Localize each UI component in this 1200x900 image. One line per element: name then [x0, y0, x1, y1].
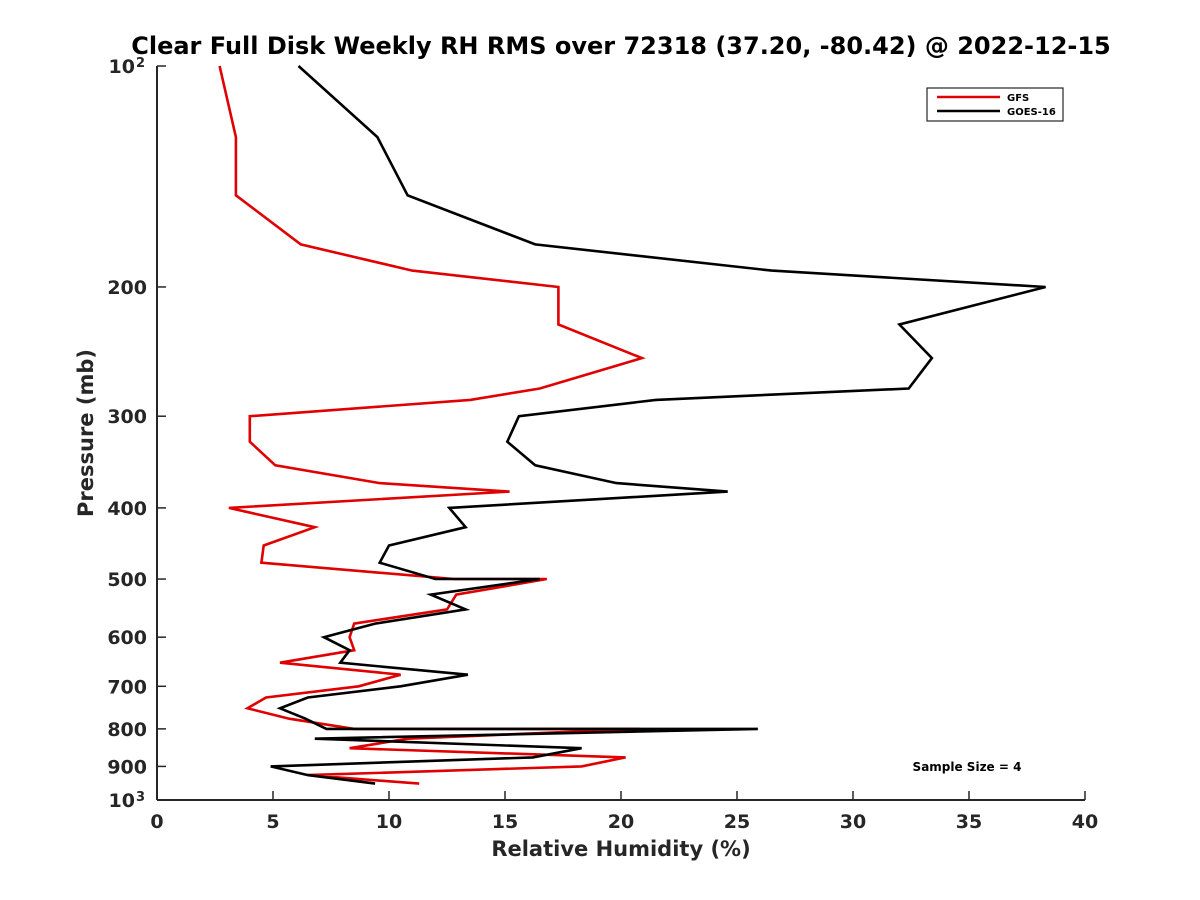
- x-axis-ticks: 0 5 10 15 20 25 30 35 40: [150, 791, 1098, 833]
- legend-label-gfs: GFS: [1007, 93, 1029, 104]
- legend: GFS GOES-16: [926, 87, 1064, 122]
- series-layer: [218, 65, 1046, 785]
- y-tick-exponent: 3: [136, 790, 145, 805]
- y-tick-exponent: 2: [136, 56, 145, 71]
- y-tick-label: 400: [107, 498, 147, 520]
- y-tick-label: 500: [107, 569, 147, 591]
- x-tick-label: 35: [956, 811, 982, 833]
- y-tick-label: 600: [107, 627, 147, 649]
- x-tick-label: 30: [840, 811, 866, 833]
- x-axis-label: Relative Humidity (%): [491, 837, 750, 861]
- y-tick-label: 10: [109, 790, 135, 812]
- y-tick-label: 200: [107, 277, 147, 299]
- x-tick-label: 20: [608, 811, 634, 833]
- series-line-goes-16: [270, 65, 1046, 785]
- y-tick-label: 700: [107, 676, 147, 698]
- sample-size-annotation: Sample Size = 4: [913, 760, 1022, 774]
- x-tick-label: 0: [150, 811, 163, 833]
- y-tick-label: 900: [107, 756, 147, 778]
- legend-label-goes16: GOES-16: [1007, 107, 1056, 118]
- x-tick-label: 5: [266, 811, 279, 833]
- x-tick-label: 15: [492, 811, 518, 833]
- legend-box: [926, 87, 1064, 122]
- y-axis-label: Pressure (mb): [74, 349, 98, 517]
- y-tick-label: 300: [107, 406, 147, 428]
- x-tick-label: 40: [1072, 811, 1098, 833]
- y-tick-label: 800: [107, 719, 147, 741]
- x-tick-label: 25: [724, 811, 750, 833]
- y-tick-label: 10: [109, 56, 135, 78]
- plot-area: 0 5 10 15 20 25 30 35 40 10 220030040050060070080…: [107, 56, 1098, 833]
- chart-title: Clear Full Disk Weekly RH RMS over 72318…: [131, 32, 1111, 60]
- x-tick-label: 10: [376, 811, 402, 833]
- axes-layer: 0 5 10 15 20 25 30 35 40 10 220030040050060070080…: [107, 56, 1098, 833]
